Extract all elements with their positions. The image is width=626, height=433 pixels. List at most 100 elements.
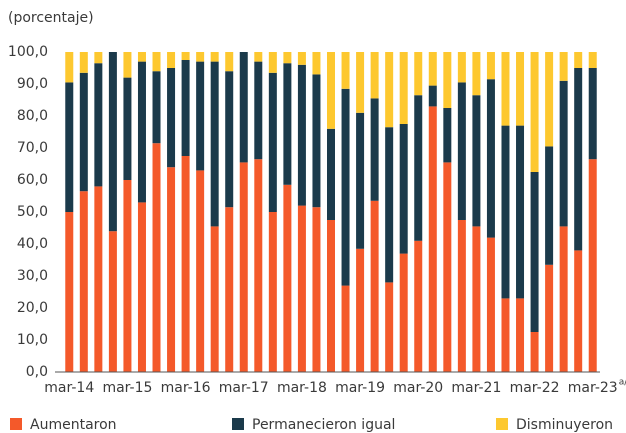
- bar-segment: [196, 61, 205, 171]
- bar-segment: [268, 52, 277, 73]
- bar-segment: [297, 52, 306, 65]
- bar-segment: [181, 52, 190, 60]
- bar-segment: [486, 79, 495, 238]
- bar-segment: [65, 82, 74, 213]
- bar-segment: [210, 52, 219, 62]
- bar-segment: [94, 186, 103, 372]
- bar-segment: [385, 127, 394, 283]
- bar-segment: [414, 52, 423, 96]
- bar-segment: [94, 52, 103, 64]
- x-tick-label: mar-16: [161, 380, 211, 396]
- y-tick-label: 90,0: [17, 76, 48, 92]
- bar-segment: [574, 250, 583, 372]
- bar-segment: [530, 332, 539, 372]
- bar-segment: [137, 61, 146, 203]
- bar-segment: [283, 52, 292, 64]
- bar-segment: [196, 170, 205, 372]
- y-axis-label: (porcentaje): [8, 10, 94, 26]
- bar-segment: [399, 253, 408, 372]
- bar-segment: [297, 205, 306, 372]
- bar-segment: [385, 52, 394, 128]
- legend-swatch: [232, 418, 244, 430]
- bar-segment: [414, 240, 423, 372]
- bar-segment: [370, 200, 379, 372]
- y-tick-label: 80,0: [17, 108, 48, 124]
- bar-segment: [501, 52, 510, 126]
- x-tick-label: mar-18: [277, 380, 327, 396]
- bar-segment: [137, 52, 146, 62]
- y-tick-label: 60,0: [17, 172, 48, 188]
- legend-label: Permanecieron igual: [252, 417, 395, 433]
- legend-label: Disminuyeron: [516, 417, 613, 433]
- bar-segment: [559, 52, 568, 81]
- y-tick-label: 0,0: [26, 364, 48, 380]
- bar-segment: [196, 52, 205, 62]
- bar-segment: [254, 61, 263, 160]
- y-tick-label: 40,0: [17, 236, 48, 252]
- y-tick-label: 70,0: [17, 140, 48, 156]
- bar-segment: [79, 191, 88, 372]
- bar-segment: [472, 95, 481, 227]
- bar-segment: [545, 52, 554, 147]
- bar-segment: [65, 52, 74, 83]
- bar-segment: [327, 128, 335, 220]
- bar-segment: [123, 77, 132, 180]
- bar-segment: [108, 52, 117, 232]
- bar-segment: [79, 72, 88, 192]
- x-tick-label: mar-17: [219, 380, 269, 396]
- bar-segment: [167, 68, 176, 168]
- bar-segment: [370, 98, 379, 201]
- x-label-note: a/: [619, 378, 626, 388]
- bar-segment: [79, 52, 88, 73]
- bar-segment: [94, 63, 103, 187]
- bar-segment: [428, 106, 437, 373]
- bar-segment: [312, 52, 321, 75]
- legend-swatch: [10, 418, 22, 430]
- bar-segment: [370, 52, 379, 99]
- bar-segment: [254, 52, 263, 62]
- bar-segment: [516, 125, 525, 299]
- bar-segment: [516, 52, 525, 126]
- bar-segment: [327, 52, 335, 129]
- bar-segment: [225, 207, 234, 372]
- bar-segment: [181, 60, 190, 156]
- y-tick-label: 20,0: [17, 300, 48, 316]
- bar-segment: [341, 52, 350, 89]
- bar-segment: [472, 226, 481, 372]
- bar-segment: [283, 63, 292, 185]
- bar-segment: [152, 52, 161, 72]
- y-tick-label: 30,0: [17, 268, 48, 284]
- bar-segment: [530, 172, 539, 332]
- bar-segment: [399, 52, 408, 124]
- bar-segment: [254, 159, 263, 372]
- bar-segment: [312, 74, 321, 208]
- bar-segment: [501, 298, 510, 372]
- bar-segment: [167, 167, 176, 372]
- bar-segment: [123, 180, 132, 372]
- bar-segment: [123, 52, 132, 78]
- bar-segment: [239, 162, 248, 372]
- x-tick-label: mar-19: [335, 380, 385, 396]
- x-tick-label: mar-14: [44, 380, 94, 396]
- bar-segment: [167, 52, 176, 68]
- bar-segment: [239, 52, 248, 163]
- y-tick-label: 50,0: [17, 204, 48, 220]
- bar-segment: [297, 64, 306, 206]
- bar-segment: [283, 184, 292, 372]
- bar-segment: [312, 207, 321, 372]
- bar-segment: [516, 298, 525, 372]
- bar-segment: [457, 52, 466, 83]
- bar-segment: [356, 112, 365, 249]
- bar-segment: [472, 52, 481, 96]
- bar-segment: [356, 52, 365, 113]
- bar-segment: [181, 156, 190, 372]
- bar-segment: [588, 159, 597, 372]
- bar-segment: [574, 68, 583, 251]
- bar-segment: [210, 61, 219, 227]
- bar-segment: [399, 124, 408, 254]
- legend-swatch: [496, 418, 508, 430]
- bar-segment: [428, 85, 437, 107]
- x-tick-label: mar-15: [102, 380, 152, 396]
- x-tick-label: mar-21: [451, 380, 501, 396]
